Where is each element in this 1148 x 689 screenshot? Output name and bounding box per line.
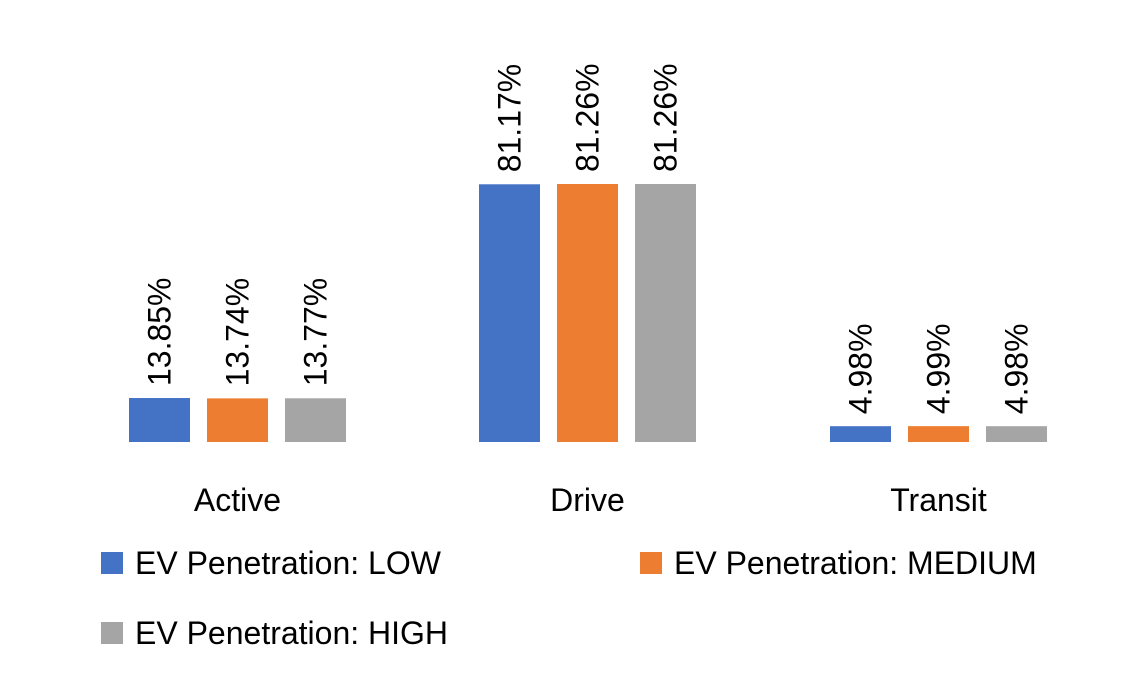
legend-label-low: EV Penetration: LOW	[135, 545, 442, 581]
category-label-active: Active	[194, 482, 281, 518]
data-label-drive-high: 81.26%	[648, 63, 684, 172]
bar-drive-medium	[557, 184, 618, 442]
legend-swatch-medium	[640, 552, 662, 574]
bar-active-low	[129, 398, 190, 442]
bar-transit-high	[986, 426, 1047, 442]
data-label-active-low: 13.85%	[142, 277, 178, 386]
data-label-transit-low: 4.98%	[843, 323, 879, 414]
data-label-transit-high: 4.98%	[999, 323, 1035, 414]
legend-swatch-low	[101, 552, 123, 574]
legend: EV Penetration: LOW EV Penetration: MEDIU…	[101, 545, 1037, 651]
bar-drive-low	[479, 184, 540, 442]
legend-label-medium: EV Penetration: MEDIUM	[674, 545, 1037, 581]
bar-active-high	[285, 398, 346, 442]
category-label-transit: Transit	[890, 482, 987, 518]
category-axis-labels: Active Drive Transit	[194, 482, 987, 518]
bar-transit-medium	[908, 426, 969, 442]
data-label-transit-medium: 4.99%	[921, 323, 957, 414]
data-label-drive-low: 81.17%	[492, 64, 528, 173]
bar-transit-low	[830, 426, 891, 442]
legend-label-high: EV Penetration: HIGH	[135, 615, 448, 651]
bar-active-medium	[207, 398, 268, 442]
legend-swatch-high	[101, 622, 123, 644]
category-label-drive: Drive	[550, 482, 625, 518]
plot-area: 13.85% 13.74% 13.77% 81.17% 81.26% 81.26% 4.98…	[129, 63, 1047, 442]
bar-drive-high	[635, 184, 696, 442]
data-label-drive-medium: 81.26%	[570, 63, 606, 172]
data-label-active-high: 13.77%	[298, 278, 334, 387]
data-label-active-medium: 13.74%	[220, 278, 256, 387]
